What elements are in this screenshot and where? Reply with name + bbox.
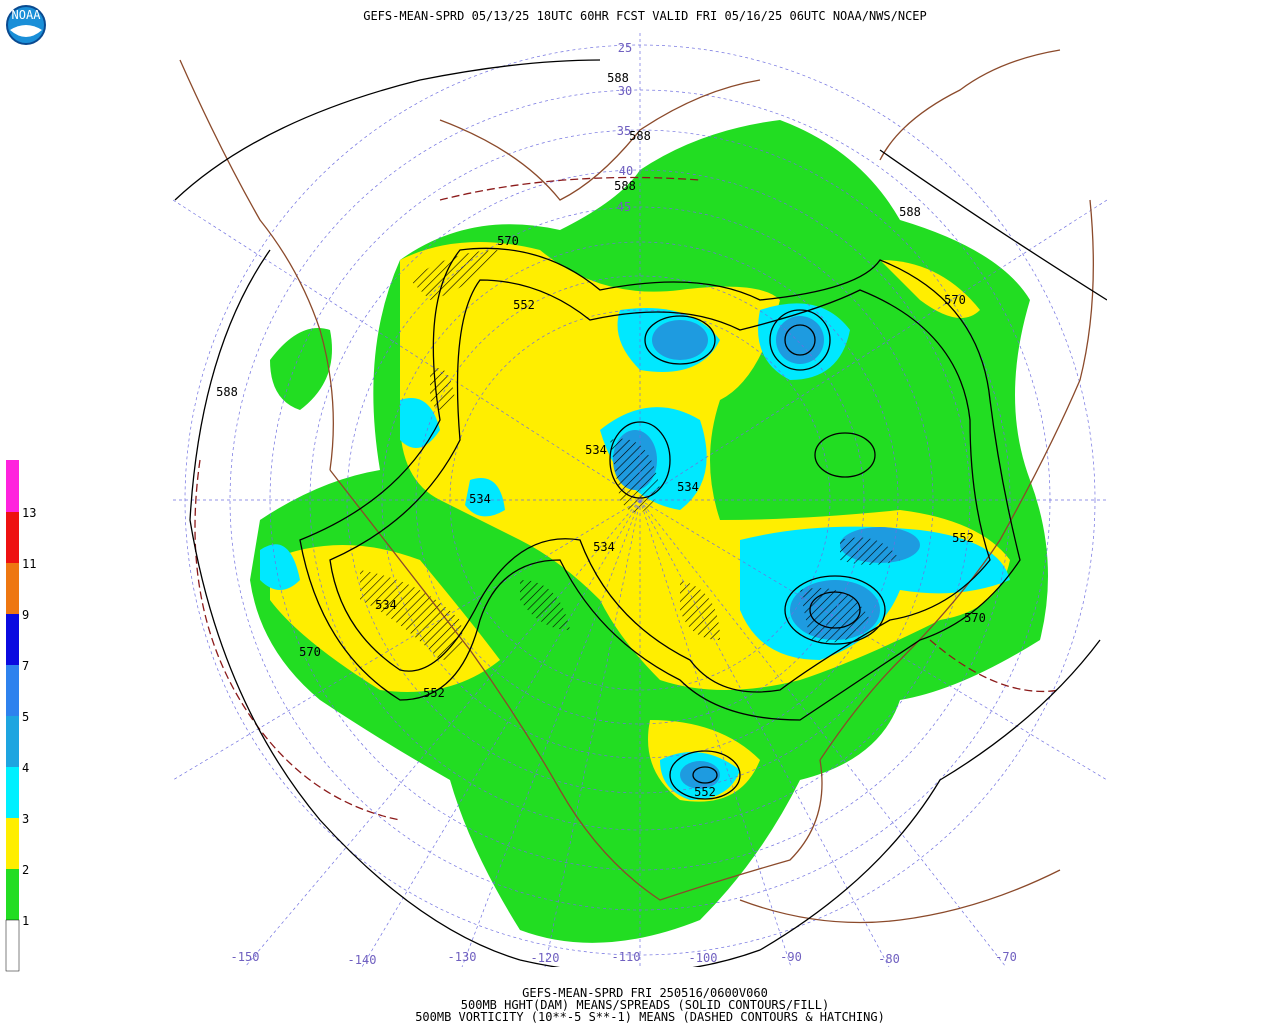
latitude-label: 40 <box>619 164 633 178</box>
contour-label: 588 <box>607 71 629 85</box>
contour-label: 552 <box>694 785 716 799</box>
footer-line: 500MB HGHT(DAM) MEANS/SPREADS (SOLID CON… <box>461 998 829 1012</box>
colorbar-label: 13 <box>22 506 36 520</box>
colorbar-label: 5 <box>22 710 29 724</box>
footer-line: 500MB VORTICITY (10**-5 S**-1) MEANS (DA… <box>415 1010 885 1024</box>
contour-label: 552 <box>423 686 445 700</box>
contour-label: 588 <box>629 129 651 143</box>
longitude-label: -140 <box>348 953 377 967</box>
contour-labels: 588 588 588 588 588 570 570 570 570 552 … <box>216 71 986 799</box>
contour-label: 552 <box>952 531 974 545</box>
colorbar-label: 2 <box>22 863 29 877</box>
map: 588 588 588 588 588 570 570 570 570 552 … <box>173 33 1107 967</box>
contour-label: 552 <box>513 298 535 312</box>
latitude-label: 25 <box>618 41 632 55</box>
title: GEFS-MEAN-SPRD 05/13/25 18UTC 60HR FCST … <box>363 9 927 23</box>
contour-label: 534 <box>375 598 397 612</box>
latitude-labels: 25 30 35 40 45 <box>617 41 633 214</box>
longitude-label: -90 <box>780 950 802 964</box>
height-contours <box>174 59 1107 967</box>
vorticity-contours <box>194 176 1061 821</box>
contour-label: 534 <box>677 480 699 494</box>
contour-label: 588 <box>614 179 636 193</box>
footer-line: GEFS-MEAN-SPRD FRI 250516/0600V060 <box>522 986 768 1000</box>
colorbar-label: 4 <box>22 761 29 775</box>
colorbar-label: 7 <box>22 659 29 673</box>
longitude-label: -110 <box>612 950 641 964</box>
contour-label: 534 <box>469 492 491 506</box>
longitude-label: -150 <box>231 950 260 964</box>
longitude-label: -70 <box>995 950 1017 964</box>
contour-label: 534 <box>585 443 607 457</box>
latitude-label: 45 <box>617 200 631 214</box>
vorticity-hatching <box>360 250 900 660</box>
contour-label: 570 <box>944 293 966 307</box>
colorbar-label: 9 <box>22 608 29 622</box>
longitude-label: -100 <box>689 951 718 965</box>
contour-label: 534 <box>593 540 615 554</box>
contour-label: 588 <box>899 205 921 219</box>
lat-lon-grid <box>173 33 1107 967</box>
logo: NOAA <box>6 5 46 45</box>
longitude-label: -80 <box>878 952 900 966</box>
latitude-label: 30 <box>618 84 632 98</box>
longitude-label: -130 <box>448 950 477 964</box>
colorbar-label: 11 <box>22 557 36 571</box>
longitude-labels: -150 -140 -130 -120 -110 -100 -90 -80 -7… <box>231 950 1017 967</box>
contour-label: 570 <box>964 611 986 625</box>
colorbar: 1 2 3 4 5 7 9 11 13 <box>5 460 36 972</box>
svg-text:NOAA: NOAA <box>12 8 42 22</box>
colorbar-label: 3 <box>22 812 29 826</box>
contour-label: 570 <box>497 234 519 248</box>
longitude-label: -120 <box>531 951 560 965</box>
latitude-label: 35 <box>617 124 631 138</box>
contour-label: 570 <box>299 645 321 659</box>
contour-label: 588 <box>216 385 238 399</box>
coastlines <box>179 49 1094 924</box>
colorbar-label: 1 <box>22 914 29 928</box>
